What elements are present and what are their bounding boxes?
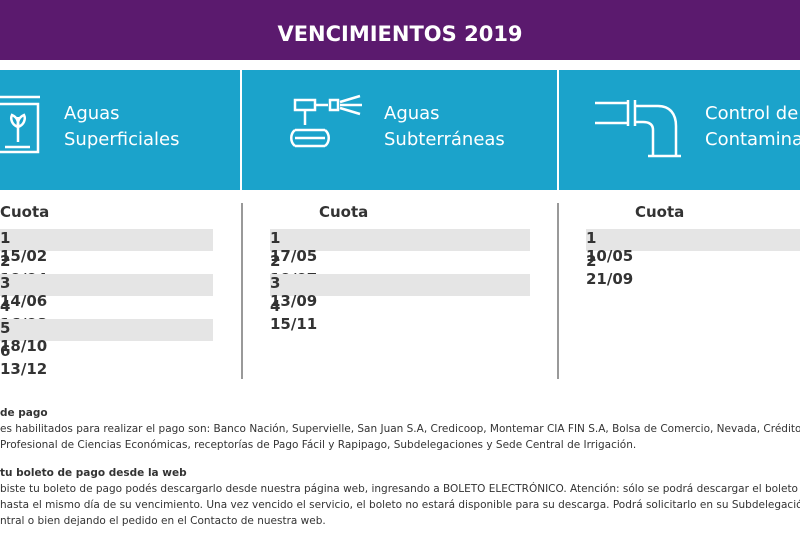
table-row: 3 14/06	[0, 274, 213, 310]
note-title: de pago	[0, 407, 48, 419]
icon-surface-water	[0, 95, 40, 154]
table-row: 6 13/12	[0, 341, 213, 378]
note-line: es habilitados para realizar el pago son…	[0, 423, 800, 435]
section-name: Superficiales	[64, 129, 180, 150]
table-row: 219/04	[0, 251, 213, 288]
cuota: 2	[270, 251, 281, 270]
table-row: 4 15/11	[270, 296, 530, 333]
cuota: 1	[270, 229, 281, 247]
section-name: Subterráneas	[384, 129, 505, 150]
divider	[241, 203, 243, 379]
table-row: 1 17/05	[270, 229, 530, 265]
table-row: 1 15/02	[0, 229, 213, 265]
due-date: 14/06	[0, 292, 48, 310]
due-date: 21/09	[586, 269, 634, 288]
divider	[557, 203, 559, 379]
due-date: 10/05	[586, 247, 634, 265]
cuota: 1	[586, 229, 597, 247]
icon-hose	[290, 94, 362, 148]
section-name: Aguas	[64, 103, 120, 124]
due-date: 15/02	[0, 247, 48, 265]
cuota: 6	[0, 341, 11, 360]
table-row: 1 10/05	[586, 229, 800, 265]
divider	[557, 70, 559, 190]
due-date: 13/12	[0, 359, 48, 378]
due-date: 15/11	[270, 314, 318, 333]
cuota: 4	[270, 296, 281, 315]
section-name: Aguas	[384, 103, 440, 124]
cuota: 3	[0, 274, 11, 292]
due-date: 13/09	[270, 292, 318, 310]
due-date: 18/10	[0, 337, 48, 355]
table-row: 219/07	[270, 251, 530, 288]
cuota: 1	[0, 229, 11, 247]
section-name: Contamina	[705, 129, 800, 150]
cuota: 4	[0, 296, 11, 315]
table-row: 416/08	[0, 296, 213, 333]
due-date: 17/05	[270, 247, 318, 265]
cuota: 5	[0, 319, 11, 337]
note-line: hasta el mismo día de su vencimiento. Un…	[0, 499, 800, 511]
icon-pipe	[595, 100, 681, 158]
note-line: biste tu boleto de pago podés descargarl…	[0, 483, 798, 495]
note-line: Profesional de Ciencias Económicas, rece…	[0, 439, 637, 451]
cuota: 3	[270, 274, 281, 292]
cuota: 2	[586, 251, 597, 270]
column-header: Cuota	[635, 203, 685, 221]
header-title: VENCIMIENTOS 2019	[0, 0, 800, 60]
category-band: Aguas Superficiales Aguas Subterráneas Contr…	[0, 70, 800, 190]
note-title: tu boleto de pago desde la web	[0, 467, 187, 479]
table-row: 2 21/09	[586, 251, 800, 288]
column-header: Cuota	[319, 203, 369, 221]
table-row: 5 18/10	[0, 319, 213, 355]
section-name: Control de	[705, 103, 799, 124]
cuota: 2	[0, 251, 11, 270]
divider	[240, 70, 242, 190]
table-row: 3 13/09	[270, 274, 530, 310]
note-line: ntral o bien dejando el pedido en el Con…	[0, 515, 326, 527]
column-header: Cuota	[0, 203, 50, 221]
